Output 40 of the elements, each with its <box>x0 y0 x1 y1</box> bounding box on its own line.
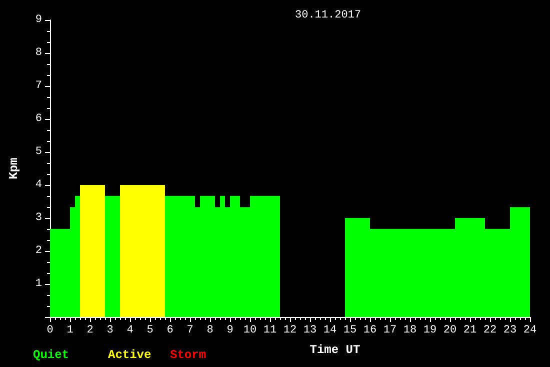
y-tick-label: 7 <box>35 80 42 92</box>
y-tick-label: 6 <box>35 113 42 125</box>
x-tick-label: 13 <box>303 324 317 336</box>
x-tick-label: 14 <box>323 324 337 336</box>
x-tick-label: 22 <box>483 324 497 336</box>
y-tick-label: 2 <box>35 245 42 257</box>
x-tick-label: 23 <box>503 324 517 336</box>
text: Quiet <box>33 348 70 362</box>
x-tick-label: 12 <box>283 324 297 336</box>
x-tick-label: 9 <box>226 324 234 336</box>
x-tick-label: 6 <box>166 324 174 336</box>
x-tick-label: 1 <box>66 324 74 336</box>
y-tick-label: 1 <box>35 278 42 290</box>
x-tick-label: 17 <box>383 324 397 336</box>
y-axis-title: Kpm <box>7 158 21 180</box>
x-tick-label: 2 <box>86 324 94 336</box>
x-axis-title: Time UT <box>310 343 360 357</box>
x-tick-label: 11 <box>263 324 277 336</box>
y-tick-label: 8 <box>35 47 42 59</box>
x-tick-label: 20 <box>443 324 457 336</box>
x-tick-label: 24 <box>523 324 537 336</box>
x-tick-label: 10 <box>243 324 257 336</box>
y-tick-label: 3 <box>35 212 42 224</box>
x-tick-label: 0 <box>46 324 54 336</box>
x-tick-label: 7 <box>186 324 194 336</box>
x-tick-label: 21 <box>463 324 477 336</box>
x-tick-label: 16 <box>363 324 377 336</box>
x-tick-label: 19 <box>423 324 437 336</box>
x-tick-label: 3 <box>106 324 114 336</box>
y-tick-label: 4 <box>35 179 42 191</box>
x-tick-label: 18 <box>403 324 417 336</box>
y-tick-label: 5 <box>35 146 42 158</box>
x-tick-label: 15 <box>343 324 357 336</box>
y-tick-label: 9 <box>35 14 42 26</box>
chart-title: 30.11.2017 <box>295 10 362 22</box>
text: Active <box>108 348 152 362</box>
x-tick-label: 8 <box>206 324 214 336</box>
text: Storm <box>170 348 206 362</box>
x-tick-label: 4 <box>126 324 134 336</box>
x-tick-label: 5 <box>146 324 154 336</box>
